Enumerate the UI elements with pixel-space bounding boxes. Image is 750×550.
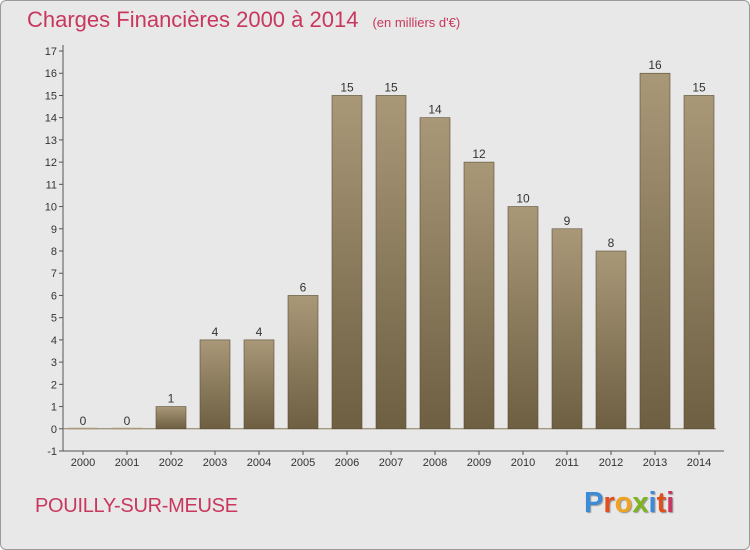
logo-letter: i [666,487,675,519]
data-label-2000: 0 [80,414,87,428]
x-tick-label-2003: 2003 [203,457,227,469]
x-tick-label-2014: 2014 [687,457,711,469]
bar-2002 [155,406,187,430]
y-tick-label: 9 [51,224,57,236]
y-tick-label: 16 [45,68,57,80]
bar-2009 [463,161,495,430]
data-label-2012: 8 [608,236,615,250]
bar-2013 [639,72,671,430]
y-tick-label: 7 [51,268,57,280]
data-label-2008: 14 [428,103,442,117]
x-tick-label-2000: 2000 [71,457,95,469]
data-label-2005: 6 [300,280,307,294]
y-tick-label: 17 [45,46,57,58]
data-label-2003: 4 [212,325,219,339]
bar-2000 [68,427,98,430]
x-tick-label-2012: 2012 [599,457,623,469]
y-tick-label: 3 [51,357,57,369]
bar-2008 [419,117,451,430]
logo-letter: x [632,487,649,519]
data-label-2011: 9 [564,214,571,228]
x-tick-label-2006: 2006 [335,457,359,469]
logo-letter: P [584,487,604,519]
x-tick-label-2013: 2013 [643,457,667,469]
logo-letter: i [648,487,657,519]
bar-2005 [287,295,319,430]
x-tick-label-2002: 2002 [159,457,183,469]
y-tick-label: 14 [45,113,57,125]
y-tick-label: 15 [45,90,57,102]
x-tick-label-2001: 2001 [115,457,139,469]
data-label-2001: 0 [124,414,131,428]
y-tick-label: 10 [45,202,57,214]
logo-letter: r [603,487,615,519]
data-label-2013: 16 [648,58,662,72]
x-tick-label-2005: 2005 [291,457,315,469]
y-tick-label: 1 [51,402,57,414]
y-tick-label: 11 [46,179,57,191]
y-tick-label: 8 [51,246,57,258]
y-tick-label: 5 [51,313,57,325]
y-tick-label: 4 [51,335,57,347]
chart-unit: (en milliers d'€) [372,15,461,30]
x-tick-label-2009: 2009 [467,457,491,469]
y-tick-label: 12 [45,157,57,169]
logo-letter: o [614,487,633,519]
data-label-2004: 4 [256,325,263,339]
chart-title-text: Charges Financières 2000 à 2014 [27,7,359,32]
bar-2001 [112,427,142,430]
x-tick-label-2007: 2007 [379,457,403,469]
y-tick-label: 2 [51,379,57,391]
x-tick-label-2004: 2004 [247,457,271,469]
data-label-2002: 1 [168,392,175,406]
data-label-2007: 15 [384,80,398,94]
logo-letter: t [656,487,667,519]
bar-2007 [375,95,407,430]
y-tick-label: 6 [51,290,57,302]
bar-2014 [683,95,715,430]
bar-2010 [507,206,539,430]
x-tick-label-2011: 2011 [555,457,579,469]
data-label-2014: 15 [692,80,706,94]
x-tick-label-2008: 2008 [423,457,447,469]
bar-2012 [595,250,627,430]
y-tick-label: -1 [47,446,57,458]
data-label-2010: 10 [516,192,530,206]
chart-title: Charges Financières 2000 à 2014 (en milli… [27,7,460,33]
proxiti-logo: Proxiti [584,487,674,520]
bar-2011 [551,228,583,430]
data-label-2006: 15 [340,80,354,94]
bar-2006 [331,95,363,430]
bar-2003 [199,339,231,430]
data-label-2009: 12 [472,147,486,161]
bar-2004 [243,339,275,430]
y-tick-label: 13 [45,135,57,147]
commune-name: POUILLY-SUR-MEUSE [35,495,238,517]
x-tick-label-2010: 2010 [511,457,535,469]
y-tick-label: 0 [51,424,57,436]
